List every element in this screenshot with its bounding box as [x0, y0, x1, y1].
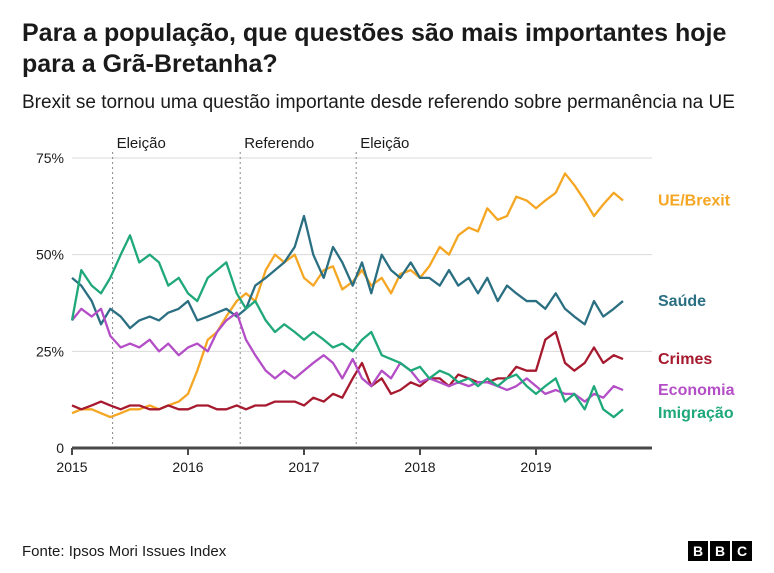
svg-text:Economia: Economia: [658, 382, 735, 399]
svg-text:25%: 25%: [36, 344, 64, 360]
svg-text:2016: 2016: [172, 459, 203, 475]
chart-title: Para a população, que questões são mais …: [22, 18, 752, 81]
svg-text:UE/Brexit: UE/Brexit: [658, 193, 731, 210]
chart-container: 0 25% 50% 75% Eleição Referendo Eleição UE/Brex…: [22, 128, 752, 488]
svg-text:0: 0: [56, 440, 64, 456]
svg-text:2019: 2019: [520, 459, 551, 475]
bbc-logo: BBC: [688, 541, 752, 561]
svg-text:2018: 2018: [404, 459, 435, 475]
svg-text:50%: 50%: [36, 247, 64, 263]
source-text: Fonte: Ipsos Mori Issues Index: [22, 543, 226, 560]
svg-text:2017: 2017: [288, 459, 319, 475]
svg-text:Crimes: Crimes: [658, 351, 712, 368]
svg-text:Eleição: Eleição: [360, 135, 409, 152]
svg-text:2015: 2015: [56, 459, 87, 475]
svg-text:75%: 75%: [36, 150, 64, 166]
svg-text:Referendo: Referendo: [244, 135, 314, 152]
footer: Fonte: Ipsos Mori Issues Index BBC: [22, 541, 752, 561]
svg-text:Imigração: Imigração: [658, 405, 734, 422]
svg-text:Eleição: Eleição: [117, 135, 166, 152]
svg-text:Saúde: Saúde: [658, 293, 706, 310]
chart-subtitle: Brexit se tornou uma questão importante …: [22, 91, 752, 115]
line-chart: 0 25% 50% 75% Eleição Referendo Eleição UE/Brex…: [22, 128, 752, 488]
